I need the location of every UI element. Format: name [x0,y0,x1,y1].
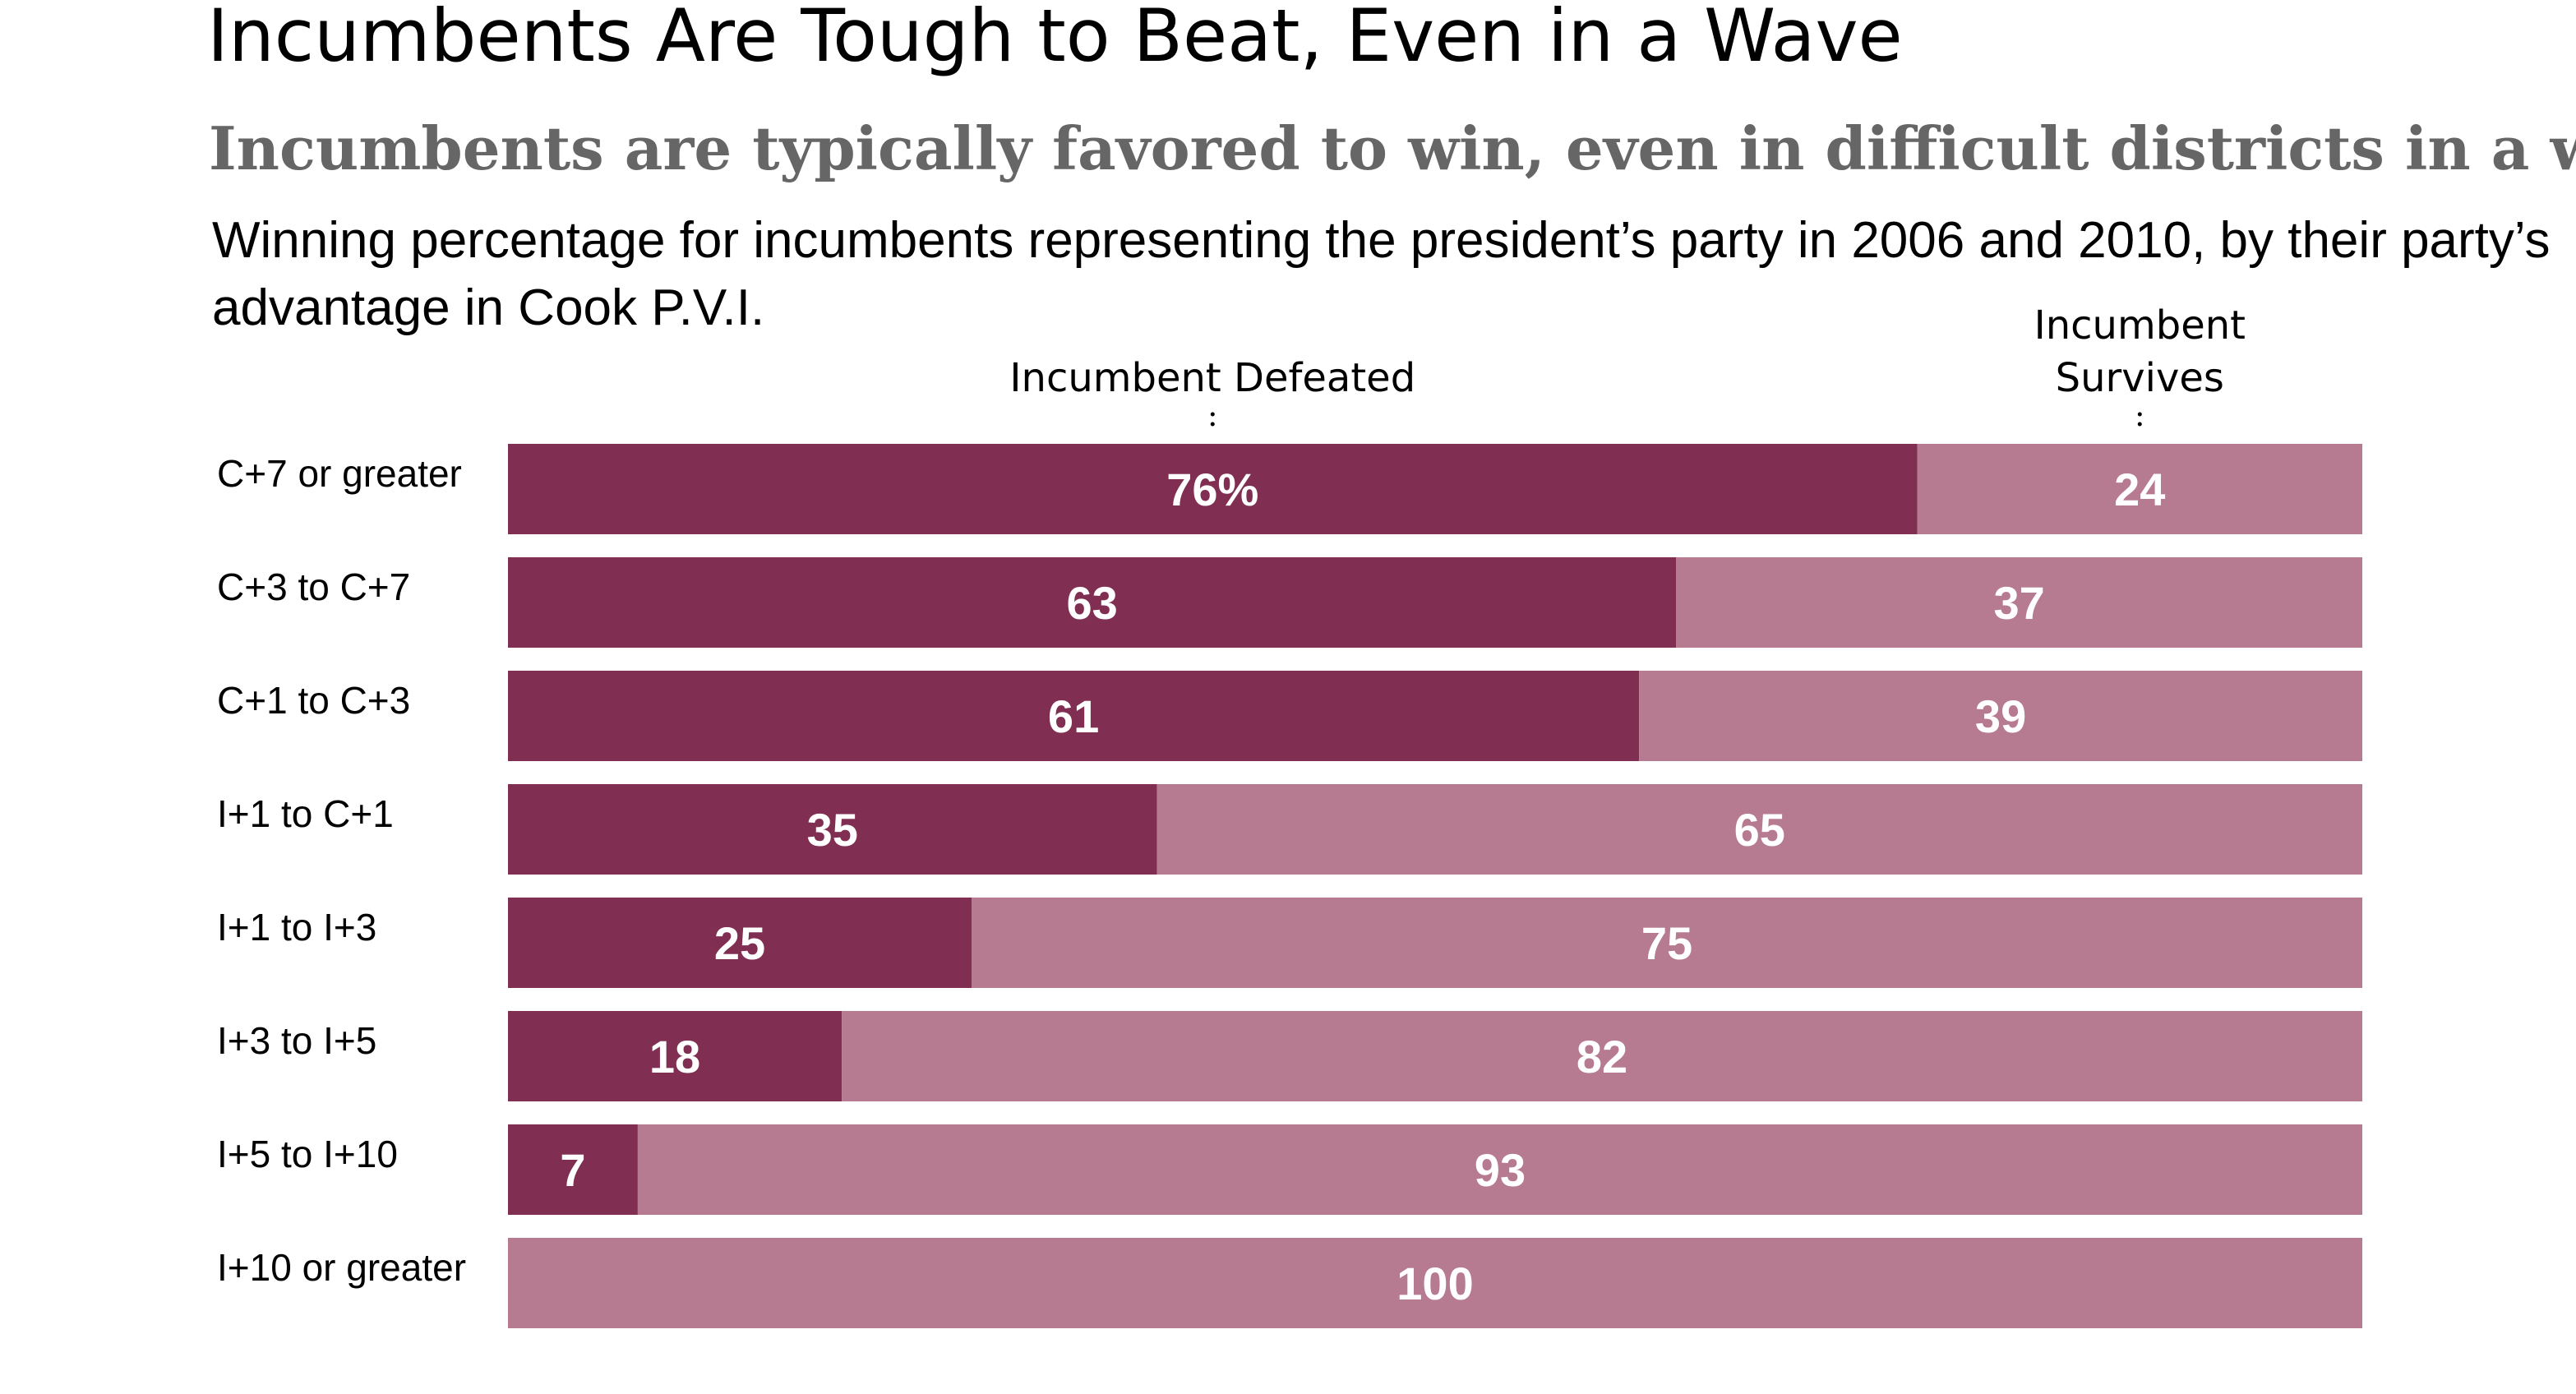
legend-leader-dot [1210,422,1215,427]
chart-title: Incumbents Are Tough to Beat, Even in a … [207,0,1903,78]
bar-segment-survives [637,1124,2363,1215]
legend-leader-dot [2137,412,2142,417]
bar-segment-survives [1917,444,2362,534]
bar-segment-defeated [508,1011,843,1101]
legend: Incumbent Defeated Incumbent Survives [1009,302,2246,427]
category-axis: C+7 or greater C+3 to C+7 C+1 to C+3 I+1 to… [217,452,466,1289]
data-label: 76% [1166,464,1258,515]
data-label: 25 [714,917,765,969]
bar-segment-defeated [508,557,1677,648]
bar-segment-survives [1156,784,2362,875]
data-label: 37 [1993,577,2044,629]
legend-label-defeated: Incumbent Defeated [1009,355,1415,401]
data-label: 61 [1048,690,1099,742]
category-tick-label: I+1 to I+3 [217,906,376,949]
bar-segment-defeated [508,1124,638,1215]
bar-segment-defeated [508,784,1157,875]
data-label: 24 [2114,464,2165,515]
data-label: 35 [807,804,858,856]
bar-segment-survives [842,1011,2362,1101]
category-tick-label: I+10 or greater [217,1246,466,1289]
chart-subtitle: Incumbents are typically favored to win,… [209,113,2576,183]
data-label: 39 [1975,690,2026,742]
bar-segment-survives [1639,671,2362,761]
bar-segment-survives [508,1238,2362,1328]
category-tick-label: I+1 to C+1 [217,792,394,835]
bar-segment-defeated [508,444,1918,534]
data-label: 7 [560,1144,585,1196]
legend-leader-dot [2137,422,2142,427]
bar-segment-survives [972,898,2362,988]
data-label: 65 [1734,804,1785,856]
data-label: 75 [1641,917,1692,969]
category-tick-label: C+7 or greater [217,452,462,495]
category-tick-label: I+5 to I+10 [217,1133,398,1175]
category-tick-label: C+1 to C+3 [217,679,410,722]
bar-segment-defeated [508,671,1640,761]
legend-leader-dot [1210,412,1215,417]
data-label: 82 [1577,1031,1627,1082]
data-label: 93 [1475,1144,1526,1196]
category-tick-label: C+3 to C+7 [217,565,410,608]
bar-segment-defeated [508,898,972,988]
bar-segment-survives [1676,557,2362,648]
category-tick-label: I+3 to I+5 [217,1019,376,1062]
chart-description: Winning percentage for incumbents repres… [212,212,2551,336]
plot-area: 76% 24 63 37 61 39 35 65 25 75 18 82 7 93 100 [508,444,2363,1328]
data-label: 100 [1396,1258,1473,1309]
data-label: 63 [1066,577,1117,629]
legend-label-survives: Incumbent Survives [2034,302,2246,401]
data-label: 18 [649,1031,700,1082]
